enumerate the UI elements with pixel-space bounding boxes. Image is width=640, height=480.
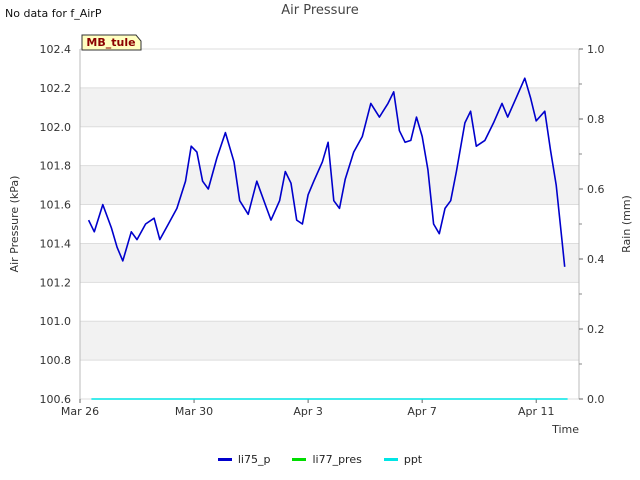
legend: li75_p li77_pres ppt (0, 453, 640, 466)
plot-band (80, 360, 579, 399)
plot-band (80, 165, 579, 205)
plot-band (80, 87, 579, 127)
y-tick-label: 102.0 (40, 121, 72, 134)
x-tick-label: Apr 11 (518, 405, 555, 418)
legend-label-ppt: ppt (403, 453, 423, 466)
legend-item-li77: li77_pres (292, 453, 362, 466)
y2-tick-label: 0.6 (587, 183, 605, 196)
legend-item-ppt: ppt (383, 453, 423, 466)
y2-axis-label: Rain (mm) (620, 195, 633, 253)
y-tick-label: 101.2 (40, 276, 72, 289)
plot-band (80, 282, 579, 322)
plot-band (80, 204, 579, 244)
legend-swatch-li75 (217, 458, 232, 461)
x-axis-label: Time (551, 423, 579, 436)
legend-swatch-ppt (383, 458, 398, 461)
plot-band (80, 243, 579, 283)
x-tick-label: Mar 26 (61, 405, 99, 418)
y2-tick-label: 0.2 (587, 323, 605, 336)
y-tick-label: 102.4 (40, 43, 72, 56)
plot-band (80, 321, 579, 361)
y2-tick-label: 0.8 (587, 113, 605, 126)
plot-band (80, 49, 579, 88)
y-tick-label: 101.6 (40, 199, 72, 212)
y-tick-label: 100.8 (40, 354, 72, 367)
y-tick-label: 101.8 (40, 160, 72, 173)
y-tick-label: 100.6 (40, 393, 72, 406)
y-tick-label: 101.4 (40, 237, 72, 250)
series-line-li75_p (87, 77, 566, 267)
y-tick-label: 102.2 (40, 82, 72, 95)
legend-item-li75: li75_p (217, 453, 271, 466)
legend-swatch-li77 (292, 458, 307, 461)
y2-tick-label: 1.0 (587, 43, 605, 56)
chart-title: Air Pressure (281, 3, 359, 18)
x-tick-label: Apr 3 (293, 405, 323, 418)
no-data-note: No data for f_AirP (5, 7, 102, 20)
x-tick-label: Apr 7 (407, 405, 437, 418)
legend-label-li77: li77_pres (312, 453, 362, 466)
station-label: MB_tule (81, 34, 142, 51)
x-tick-label: Mar 30 (175, 405, 213, 418)
station-label-text: MB_tule (86, 36, 135, 49)
y-tick-label: 101.0 (40, 315, 72, 328)
y-axis-label: Air Pressure (kPa) (8, 176, 21, 273)
legend-label-li75: li75_p (237, 453, 271, 466)
y2-tick-label: 0.0 (587, 393, 605, 406)
station-label-box (81, 34, 142, 51)
y2-tick-label: 0.4 (587, 253, 605, 266)
